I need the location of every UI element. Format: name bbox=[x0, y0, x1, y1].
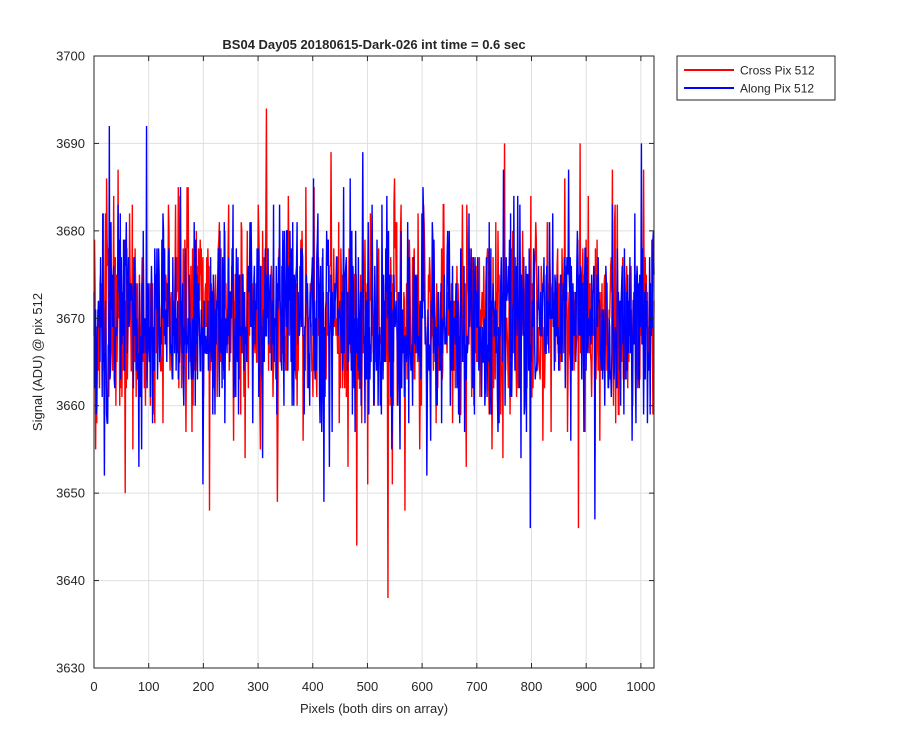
y-tick-label: 3640 bbox=[56, 573, 85, 588]
x-axis-label: Pixels (both dirs on array) bbox=[300, 701, 448, 716]
x-tick-label: 500 bbox=[357, 679, 379, 694]
plot-area: 0 100 200 300 400 500 600 700 800 900 1000 3630 3640… bbox=[56, 49, 655, 695]
y-tick-label: 3690 bbox=[56, 136, 85, 151]
series-line-along-pix-512 bbox=[93, 125, 655, 529]
y-axis-label: Signal (ADU) @ pix 512 bbox=[30, 293, 45, 431]
x-tick-label: 900 bbox=[575, 679, 597, 694]
x-tick-label: 600 bbox=[411, 679, 433, 694]
x-tick-label: 300 bbox=[247, 679, 269, 694]
axes-box bbox=[93, 55, 655, 669]
axis-ticks: 0 100 200 300 400 500 600 700 800 900 1000 3630 3640… bbox=[56, 49, 655, 695]
x-tick-label: 400 bbox=[302, 679, 324, 694]
y-tick-label: 3680 bbox=[56, 223, 85, 238]
x-tick-label: 700 bbox=[466, 679, 488, 694]
y-tick-label: 3700 bbox=[56, 49, 85, 64]
chart-title: BS04 Day05 20180615-Dark-026 int time = … bbox=[222, 37, 525, 52]
x-tick-label: 0 bbox=[90, 679, 97, 694]
y-tick-label: 3630 bbox=[56, 661, 85, 676]
x-tick-label: 200 bbox=[193, 679, 215, 694]
x-tick-label: 1000 bbox=[626, 679, 655, 694]
legend-label-along: Along Pix 512 bbox=[740, 82, 814, 96]
legend-box bbox=[676, 55, 836, 101]
x-tick-label: 800 bbox=[521, 679, 543, 694]
y-tick-label: 3650 bbox=[56, 486, 85, 501]
y-tick-label: 3670 bbox=[56, 311, 85, 326]
series-layer bbox=[93, 108, 655, 599]
legend-label-cross: Cross Pix 512 bbox=[740, 64, 815, 78]
x-tick-label: 100 bbox=[138, 679, 160, 694]
legend: Cross Pix 512 Along Pix 512 bbox=[676, 55, 836, 101]
y-tick-label: 3660 bbox=[56, 398, 85, 413]
